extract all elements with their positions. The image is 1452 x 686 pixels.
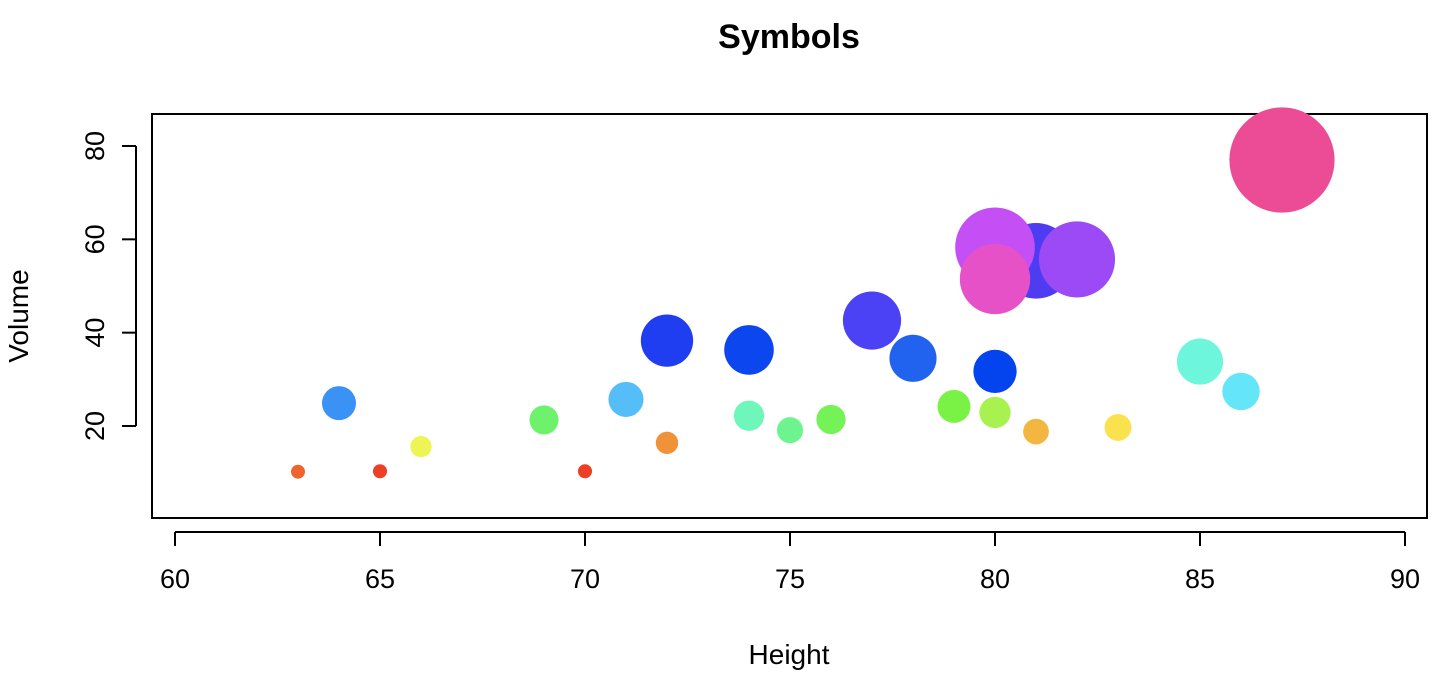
x-tick-label: 85 (1185, 564, 1215, 594)
data-point (655, 431, 679, 455)
data-point (842, 291, 902, 350)
data-point (410, 435, 432, 458)
plot-frame (151, 113, 1428, 519)
data-point (1229, 107, 1335, 213)
data-point (937, 389, 971, 423)
x-tick-label: 75 (775, 564, 805, 594)
x-tick-label: 80 (980, 564, 1010, 594)
data-points (291, 107, 1335, 479)
data-point (1222, 372, 1260, 411)
x-tick-label: 90 (1390, 564, 1420, 594)
chart-title: Symbols (718, 18, 860, 56)
data-point (1104, 413, 1132, 441)
data-point (889, 334, 937, 382)
data-point (776, 417, 804, 444)
data-point (816, 404, 846, 435)
x-tick-label: 70 (570, 564, 600, 594)
y-tick-label: 80 (80, 131, 110, 161)
data-point (733, 400, 765, 431)
data-point (1038, 221, 1116, 298)
y-tick-label: 40 (80, 318, 110, 348)
data-point (724, 325, 774, 375)
data-point (973, 349, 1017, 394)
data-point (321, 386, 357, 421)
x-axis: 60 65 70 75 80 85 90 (160, 531, 1420, 594)
data-point (372, 464, 388, 479)
x-axis-label: Height (749, 639, 830, 670)
data-point (640, 314, 694, 367)
data-point (291, 464, 305, 479)
data-point (608, 381, 644, 417)
x-tick-label: 60 (160, 564, 190, 594)
data-point (529, 405, 559, 435)
y-axis-label: Volume (3, 269, 34, 362)
data-point (979, 396, 1011, 429)
x-tick-label: 65 (365, 564, 395, 594)
data-point (577, 464, 593, 479)
data-point (959, 243, 1031, 315)
data-point (1023, 418, 1049, 445)
y-tick-label: 20 (80, 411, 110, 441)
y-axis: 20 40 60 80 (80, 131, 137, 441)
y-tick-label: 60 (80, 224, 110, 254)
data-point (1176, 338, 1224, 385)
